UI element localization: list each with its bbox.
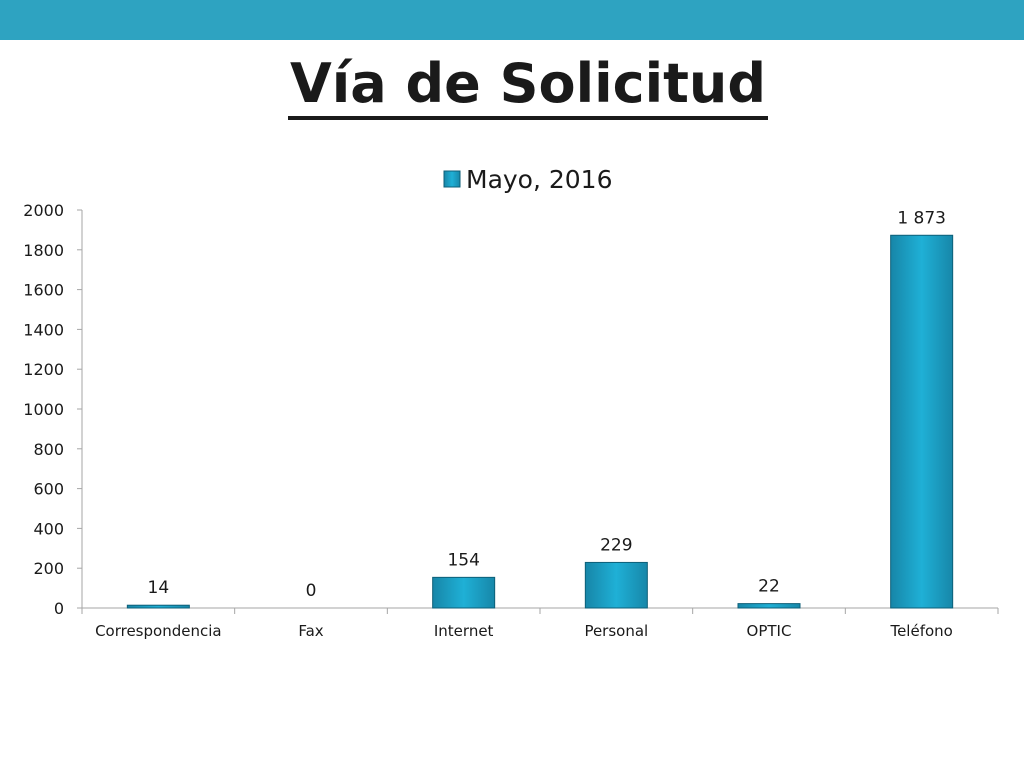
y-tick-label: 1200	[23, 360, 64, 379]
y-tick-label: 2000	[23, 201, 64, 220]
y-tick-label: 400	[33, 519, 64, 538]
y-tick-label: 1000	[23, 400, 64, 419]
x-category-label: Correspondencia	[95, 622, 222, 640]
x-category-label: Teléfono	[889, 622, 952, 640]
chart-bars	[126, 234, 954, 609]
legend-label: Mayo, 2016	[466, 165, 613, 194]
bar-correspondencia	[126, 604, 190, 609]
chart-legend: Mayo, 2016	[443, 165, 613, 194]
top-accent-bar	[0, 0, 1024, 40]
y-tick-label: 600	[33, 480, 64, 499]
slide-title: Vía de Solicitud	[0, 48, 1024, 120]
y-tick-label: 0	[54, 599, 64, 618]
data-label: 22	[758, 577, 780, 597]
y-tick-label: 200	[33, 559, 64, 578]
y-tick-label: 1400	[23, 320, 64, 339]
bar-internet	[432, 576, 496, 609]
bar-chart: Mayo, 2016 0 200 400 600 800 1000 1200 1400 1600…	[23, 165, 999, 640]
x-category-label: OPTIC	[747, 622, 792, 640]
x-category-label: Internet	[434, 622, 494, 640]
legend-swatch	[443, 170, 461, 188]
data-label: 0	[306, 581, 317, 601]
slide-title-text: Vía de Solicitud	[287, 52, 769, 120]
x-category-label: Personal	[584, 622, 648, 640]
data-label: 14	[148, 578, 170, 598]
x-category-label: Fax	[298, 622, 323, 640]
data-label: 154	[447, 550, 479, 570]
data-label: 1 873	[897, 208, 946, 228]
y-tick-label: 1800	[23, 241, 64, 260]
chart-axes: 0 200 400 600 800 1000 1200 1400 1600 1800 2000 Cor…	[23, 201, 999, 640]
y-tick-label: 800	[33, 440, 64, 459]
bar-personal	[584, 561, 648, 609]
chart-data-labels: 14 0 154 229 22 1 873	[148, 208, 946, 601]
data-label: 229	[600, 535, 632, 555]
y-tick-label: 1600	[23, 281, 64, 300]
bar-tel-fono	[890, 234, 954, 609]
bar-optic	[737, 603, 801, 609]
